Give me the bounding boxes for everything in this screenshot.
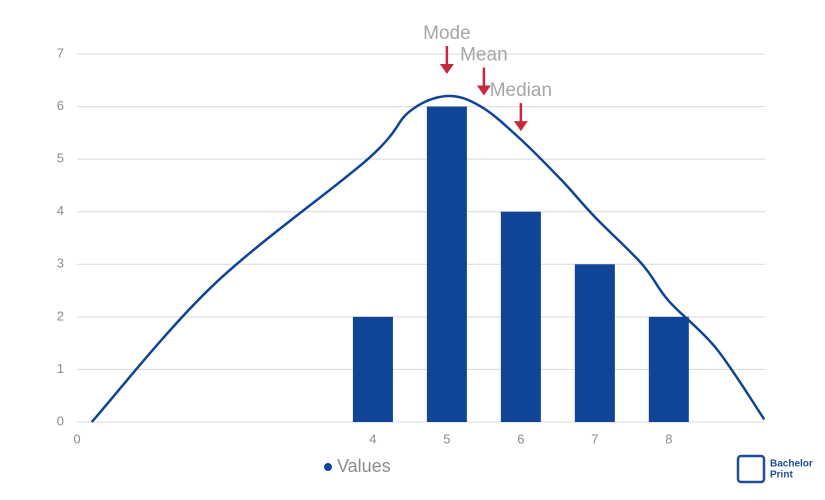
annotation: Mean (460, 45, 508, 66)
annotation: Mode (423, 23, 471, 44)
y-tick-label: 5 (57, 151, 64, 166)
logo-text: Print (770, 470, 793, 481)
y-tick-label: 0 (57, 413, 64, 428)
bar (648, 316, 689, 422)
x-tick-label: 4 (369, 431, 376, 446)
y-tick-label: 1 (57, 361, 64, 376)
annotation: Median (490, 80, 552, 101)
logo-icon (736, 454, 766, 484)
curve (90, 94, 766, 423)
annotation-arrowhead (439, 64, 454, 74)
bar (500, 211, 541, 422)
y-tick-label: 3 (57, 256, 64, 271)
legend-marker (324, 463, 332, 471)
y-tick-label: 7 (57, 45, 64, 60)
legend-label: Values (337, 456, 391, 476)
bar (574, 264, 615, 422)
x-tick-label: 7 (591, 431, 598, 446)
bar (352, 316, 393, 422)
y-tick-label: 6 (57, 98, 64, 113)
annotation-arrowhead (476, 85, 491, 96)
x-tick-label: 6 (517, 431, 524, 446)
y-tick-label: 2 (57, 308, 64, 323)
x-tick-label: 5 (443, 431, 450, 446)
bar (426, 106, 467, 423)
logo-text: Bachelor (770, 459, 813, 470)
logo: Bachelor Print (736, 454, 813, 484)
x-tick-label: 8 (665, 431, 672, 446)
y-tick-label: 4 (57, 203, 64, 218)
annotation-arrowhead (513, 121, 528, 132)
x-tick-label: 0 (73, 431, 80, 446)
